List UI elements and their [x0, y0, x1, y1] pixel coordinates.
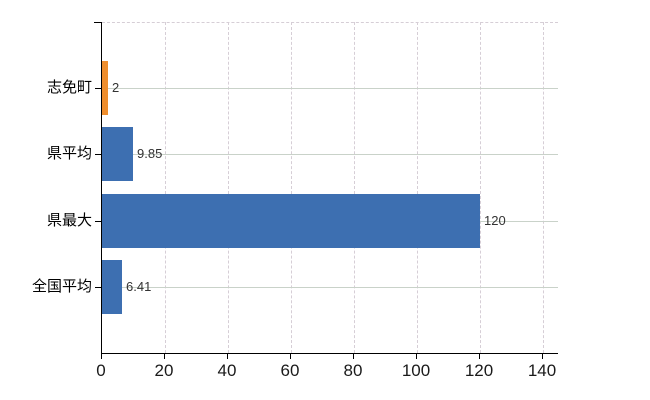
y-tick-mark	[95, 154, 101, 155]
x-tick-mark	[353, 354, 354, 359]
x-gridline	[228, 22, 229, 353]
x-gridline	[480, 22, 481, 353]
x-tick-mark	[101, 354, 102, 359]
x-tick-mark	[227, 354, 228, 359]
bar-2	[102, 127, 133, 181]
x-tick-label: 20	[154, 361, 174, 380]
category-label: 志免町	[46, 79, 92, 96]
value-label: 9.85	[137, 146, 163, 161]
category-gridline	[102, 88, 558, 89]
category-label: 全国平均	[31, 278, 92, 295]
x-tick-mark	[164, 354, 165, 359]
category-label: 県平均	[46, 145, 92, 162]
bar-4	[102, 260, 122, 314]
x-tick-mark	[416, 354, 417, 359]
value-label: 2	[112, 80, 120, 95]
x-tick-mark	[290, 354, 291, 359]
x-tick-label: 60	[280, 361, 300, 380]
x-tick-label: 0	[96, 361, 106, 380]
x-tick-label: 80	[343, 361, 363, 380]
bar-1	[102, 61, 108, 115]
plot-area: 2 9.85 120 6.41	[101, 22, 558, 354]
value-label: 120	[484, 213, 506, 228]
x-gridline	[291, 22, 292, 353]
x-tick-mark	[542, 354, 543, 359]
x-gridline	[543, 22, 544, 353]
category-gridline	[102, 287, 558, 288]
bar-3	[102, 194, 480, 248]
y-tick-mark	[95, 287, 101, 288]
x-tick-label: 40	[217, 361, 237, 380]
y-axis-end-tick	[94, 22, 101, 23]
value-label: 6.41	[126, 279, 152, 294]
plot-top-gridline	[102, 22, 558, 23]
x-gridline	[165, 22, 166, 353]
x-tick-label: 120	[464, 361, 494, 380]
category-label: 県最大	[46, 212, 92, 229]
category-gridline	[102, 154, 558, 155]
x-tick-label: 140	[527, 361, 557, 380]
x-gridline	[354, 22, 355, 353]
y-tick-mark	[95, 221, 101, 222]
x-gridline	[417, 22, 418, 353]
x-tick-mark	[479, 354, 480, 359]
x-tick-label: 100	[401, 361, 431, 380]
y-tick-mark	[95, 88, 101, 89]
